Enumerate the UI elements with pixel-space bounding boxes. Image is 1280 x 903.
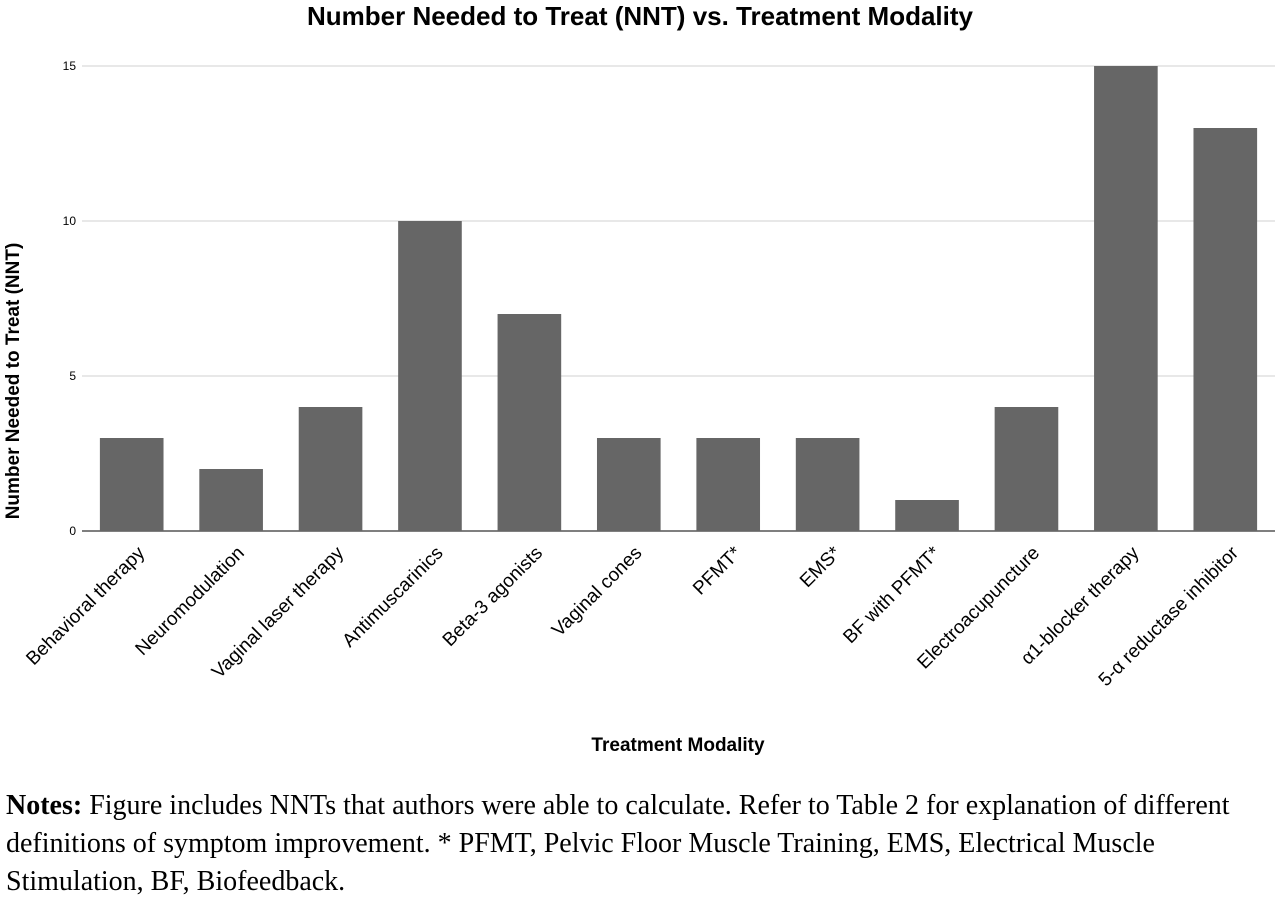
y-tick-label: 5 (69, 369, 76, 383)
x-category-label: Vaginal cones (548, 543, 646, 641)
bar-chart: Number Needed to Treat (NNT) vs. Treatme… (3, 1, 1275, 756)
bar (99, 438, 164, 531)
y-axis-title: Number Needed to Treat (NNT) (3, 243, 24, 520)
y-tick-label: 0 (69, 524, 76, 538)
bar (895, 500, 959, 531)
bar (696, 438, 761, 531)
bar (398, 221, 462, 531)
bar (795, 438, 860, 531)
bar (298, 407, 363, 531)
x-category-label: Neuromodulation (132, 543, 249, 660)
bar (596, 438, 661, 531)
chart-title: Number Needed to Treat (NNT) vs. Treatme… (307, 1, 974, 31)
y-axis-ticks: 0 5 10 15 (63, 59, 77, 538)
bar (199, 469, 263, 531)
x-category-label: EMS* (796, 542, 846, 592)
grid (82, 65, 1275, 532)
bar (497, 314, 562, 531)
x-category-label: PFMT* (689, 542, 746, 599)
notes-label: Notes: (6, 790, 83, 821)
figure-notes: Notes: Figure includes NNTs that authors… (6, 787, 1274, 901)
y-tick-label: 10 (63, 214, 77, 228)
bars (99, 66, 1258, 531)
bar (994, 407, 1059, 531)
x-axis-title: Treatment Modality (591, 735, 765, 756)
x-category-label: BF with PFMT* (839, 542, 945, 648)
x-category-label: Beta-3 agonists (439, 543, 547, 651)
x-category-label: Antimuscarinics (339, 543, 448, 652)
bar (1094, 66, 1158, 531)
y-tick-label: 15 (63, 59, 77, 73)
bar (1193, 128, 1258, 531)
notes-text: Figure includes NNTs that authors were a… (6, 790, 1230, 897)
x-category-label: Behavioral therapy (22, 542, 149, 669)
